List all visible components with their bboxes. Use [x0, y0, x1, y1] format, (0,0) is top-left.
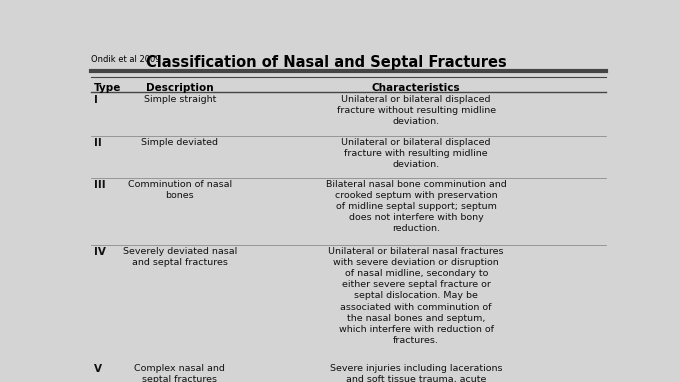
- Text: Type: Type: [94, 83, 121, 92]
- Text: I: I: [94, 95, 98, 105]
- Text: Comminution of nasal
bones: Comminution of nasal bones: [128, 180, 232, 200]
- Text: V: V: [94, 364, 102, 374]
- Text: Unilateral or bilateral displaced
fracture with resulting midline
deviation.: Unilateral or bilateral displaced fractu…: [341, 138, 491, 169]
- Text: Description: Description: [146, 83, 214, 92]
- Text: Bilateral nasal bone comminution and
crooked septum with preservation
of midline: Bilateral nasal bone comminution and cro…: [326, 180, 507, 233]
- Text: Unilateral or bilateral displaced
fracture without resulting midline
deviation.: Unilateral or bilateral displaced fractu…: [337, 95, 496, 126]
- Text: III: III: [94, 180, 105, 190]
- Text: Ondik et al 2009: Ondik et al 2009: [91, 55, 161, 64]
- Text: Classification of Nasal and Septal Fractures: Classification of Nasal and Septal Fract…: [146, 55, 507, 70]
- Text: Simple straight: Simple straight: [143, 95, 216, 104]
- Text: IV: IV: [94, 247, 106, 257]
- Text: Complex nasal and
septal fractures: Complex nasal and septal fractures: [135, 364, 225, 382]
- Text: Severely deviated nasal
and septal fractures: Severely deviated nasal and septal fract…: [122, 247, 237, 267]
- Text: Simple deviated: Simple deviated: [141, 138, 218, 147]
- Text: Unilateral or bilateral nasal fractures
with severe deviation or disruption
of n: Unilateral or bilateral nasal fractures …: [328, 247, 504, 345]
- Text: Characteristics: Characteristics: [372, 83, 460, 92]
- Text: Severe injuries including lacerations
and soft tissue trauma, acute
saddling of : Severe injuries including lacerations an…: [330, 364, 503, 382]
- Text: II: II: [94, 138, 102, 147]
